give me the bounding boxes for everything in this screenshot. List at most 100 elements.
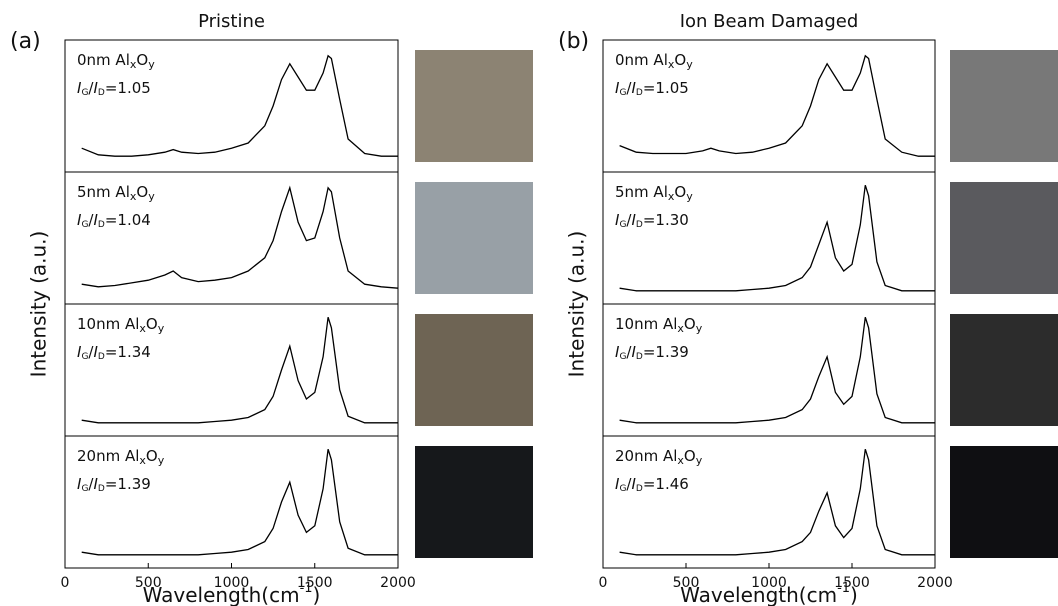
text-part: I xyxy=(93,475,98,493)
text-part: I xyxy=(93,343,98,361)
text-part: 10nm Al xyxy=(615,315,677,333)
text-part: -1 xyxy=(300,581,313,596)
text-part: =1.30 xyxy=(643,211,689,229)
text-part: G xyxy=(619,484,626,494)
x-tick-label: 1500 xyxy=(834,575,870,591)
text-part: O xyxy=(146,447,158,465)
text-part: I xyxy=(93,211,98,229)
subplot-frame xyxy=(64,435,399,569)
text-part: Wavelength(cm xyxy=(143,583,300,606)
panel-label: (a) xyxy=(10,29,41,54)
ratio-label: IG/ID=1.39 xyxy=(77,475,151,494)
text-part: -1 xyxy=(837,581,850,596)
text-part: I xyxy=(615,211,620,229)
x-tick-label: 1000 xyxy=(214,575,250,591)
ratio-label: IG/ID=1.05 xyxy=(77,79,151,98)
text-part: G xyxy=(619,352,626,362)
text-part: =1.39 xyxy=(643,343,689,361)
text-part: O xyxy=(674,51,686,69)
spectrum-line xyxy=(619,449,935,556)
text-part: y xyxy=(696,322,703,335)
sample-photo xyxy=(415,50,533,162)
ratio-label: IG/ID=1.46 xyxy=(615,475,689,494)
text-part: D xyxy=(636,484,643,494)
text-part: D xyxy=(636,88,643,98)
text-part: O xyxy=(684,447,696,465)
text-part: I xyxy=(631,211,636,229)
text-part: / xyxy=(88,343,94,361)
spectrum-line xyxy=(81,317,398,424)
spectrum-line xyxy=(619,317,935,424)
text-part: =1.04 xyxy=(105,211,151,229)
x-tick-label: 0 xyxy=(61,575,70,591)
sample-photo xyxy=(950,50,1058,162)
text-part: / xyxy=(88,211,94,229)
sample-label: 5nm AlxOy xyxy=(615,183,693,204)
text-part: 0nm Al xyxy=(615,51,668,69)
text-part: y xyxy=(148,190,155,203)
text-part: I xyxy=(77,475,82,493)
y-axis-label: Intensity (a.u.) xyxy=(27,231,51,378)
text-part: y xyxy=(686,58,693,71)
sample-label: 20nm AlxOy xyxy=(615,447,703,468)
x-axis-label: Wavelength(cm-1) xyxy=(143,581,321,606)
text-part: G xyxy=(81,88,88,98)
x-axis-label: Wavelength(cm-1) xyxy=(680,581,858,606)
text-part: =1.39 xyxy=(105,475,151,493)
ratio-label: IG/ID=1.30 xyxy=(615,211,689,230)
text-part: D xyxy=(98,220,105,230)
text-part: I xyxy=(77,79,82,97)
text-part: 20nm Al xyxy=(77,447,139,465)
x-tick-label: 500 xyxy=(135,575,162,591)
text-part: =1.05 xyxy=(643,79,689,97)
text-part: y xyxy=(148,58,155,71)
x-tick-label: 1500 xyxy=(297,575,333,591)
text-part: =1.46 xyxy=(643,475,689,493)
text-part: O xyxy=(146,315,158,333)
text-part: x xyxy=(677,322,684,335)
text-part: ) xyxy=(313,583,321,606)
x-tick-label: 2000 xyxy=(917,575,953,591)
text-part: O xyxy=(674,183,686,201)
text-part: O xyxy=(136,51,148,69)
text-part: Wavelength(cm xyxy=(680,583,837,606)
text-part: 5nm Al xyxy=(615,183,668,201)
sample-label: 20nm AlxOy xyxy=(77,447,165,468)
text-part: y xyxy=(686,190,693,203)
panel-label: (b) xyxy=(558,29,589,54)
y-axis-label: Intensity (a.u.) xyxy=(565,231,589,378)
subplot-frame xyxy=(602,435,936,569)
panel-title: Pristine xyxy=(198,11,265,32)
text-part: / xyxy=(626,79,632,97)
text-part: / xyxy=(626,475,632,493)
x-tick-label: 2000 xyxy=(380,575,416,591)
text-part: I xyxy=(631,475,636,493)
text-part: I xyxy=(615,343,620,361)
text-part: I xyxy=(93,79,98,97)
text-part: O xyxy=(684,315,696,333)
text-part: O xyxy=(136,183,148,201)
text-part: G xyxy=(619,88,626,98)
text-part: x xyxy=(139,322,146,335)
text-part: x xyxy=(130,190,137,203)
sample-photo xyxy=(415,182,533,294)
text-part: / xyxy=(88,475,94,493)
text-part: I xyxy=(615,79,620,97)
panel-title: Ion Beam Damaged xyxy=(680,11,859,32)
text-part: D xyxy=(98,352,105,362)
ratio-label: IG/ID=1.34 xyxy=(77,343,151,362)
text-part: y xyxy=(696,454,703,467)
text-part: I xyxy=(77,343,82,361)
spectrum-line xyxy=(81,449,398,556)
sample-photo xyxy=(415,446,533,558)
ratio-label: IG/ID=1.05 xyxy=(615,79,689,98)
text-part: D xyxy=(98,484,105,494)
text-part: y xyxy=(158,454,165,467)
text-part: I xyxy=(631,79,636,97)
text-part: / xyxy=(88,79,94,97)
text-part: G xyxy=(81,352,88,362)
x-tick-label: 0 xyxy=(599,575,608,591)
text-part: =1.05 xyxy=(105,79,151,97)
text-part: x xyxy=(130,58,137,71)
text-part: G xyxy=(619,220,626,230)
